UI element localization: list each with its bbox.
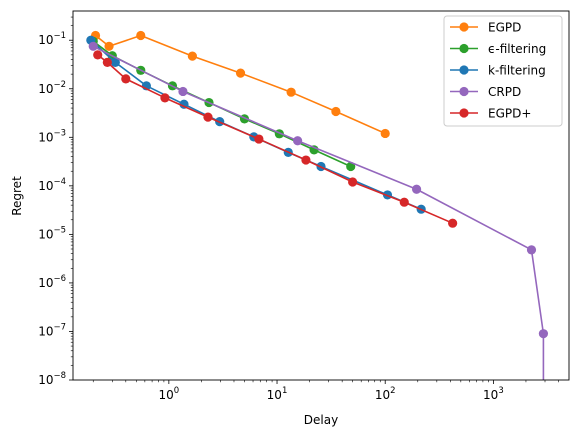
series-line-egpd	[97, 54, 453, 224]
x-tick-exponent: 2	[390, 386, 395, 396]
data-point-egpd	[331, 106, 341, 117]
y-tick-base: 10	[38, 33, 53, 47]
x-tick-base: 10	[267, 388, 282, 402]
legend-marker	[459, 108, 469, 118]
data-point-egpd	[203, 112, 213, 122]
y-tick-label: 10−1	[38, 31, 66, 47]
y-tick-base: 10	[38, 82, 53, 96]
y-tick-label: 10−3	[38, 128, 66, 144]
data-point-egpd	[102, 57, 112, 67]
data-point-egpd	[136, 30, 146, 41]
data-point-k-filtering	[110, 57, 120, 67]
y-tick-base: 10	[38, 324, 53, 338]
legend-entry: EGPD+	[450, 106, 531, 120]
x-tick-label: 101	[267, 386, 288, 402]
data-point-filtering	[346, 161, 356, 172]
y-tick-label: 10−5	[38, 225, 66, 241]
x-tick-label: 100	[159, 386, 180, 402]
data-point-egpd	[380, 128, 390, 139]
y-tick-exponent: −4	[53, 177, 66, 187]
legend: EGPD ϵ-filtering k-filtering CRPD EGPD+	[443, 15, 563, 127]
y-tick-label: 10−6	[38, 274, 66, 290]
x-tick-base: 10	[375, 388, 390, 402]
y-tick-exponent: −2	[53, 80, 66, 90]
data-point-crpd	[88, 41, 98, 51]
data-point-egpd	[121, 74, 131, 84]
legend-marker	[459, 86, 469, 97]
y-tick-base: 10	[38, 130, 53, 144]
legend-marker	[459, 43, 469, 54]
data-point-egpd	[93, 50, 103, 60]
y-tick-base: 10	[38, 373, 53, 387]
y-tick-label: 10−4	[38, 177, 66, 193]
x-tick-base: 10	[159, 388, 174, 402]
x-tick-label: 103	[483, 386, 504, 402]
y-tick-label: 10−8	[38, 371, 66, 387]
data-point-k-filtering	[179, 99, 189, 109]
data-point-egpd	[301, 155, 311, 165]
data-point-egpd	[348, 177, 358, 187]
y-tick-base: 10	[38, 276, 53, 290]
series-line-egpd	[95, 34, 386, 135]
y-tick-label: 10−2	[38, 80, 66, 96]
y-tick-exponent: −5	[53, 225, 66, 235]
data-point-crpd	[538, 329, 549, 339]
data-point-egpd	[104, 41, 114, 51]
legend-marker	[459, 65, 469, 75]
legend-entry: k-filtering	[450, 63, 546, 77]
legend-label: EGPD+	[488, 106, 531, 120]
data-point-egpd	[399, 197, 409, 207]
legend-entry: CRPD	[450, 85, 521, 99]
legend-entry: ϵ-filtering	[450, 42, 546, 56]
y-tick-exponent: −7	[53, 322, 66, 332]
x-tick-base: 10	[483, 388, 498, 402]
x-tick-exponent: 0	[174, 386, 179, 396]
data-point-crpd	[293, 136, 303, 146]
series-egpd	[90, 30, 390, 139]
legend-label: k-filtering	[488, 63, 546, 77]
x-tick-label: 102	[375, 386, 396, 402]
data-point-egpd	[187, 51, 197, 61]
plot-frame	[72, 10, 570, 381]
legend-box	[443, 15, 563, 127]
legend-marker	[459, 22, 469, 32]
data-point-egpd	[235, 68, 246, 78]
legend-label: ϵ-filtering	[488, 42, 546, 56]
data-point-egpd	[254, 134, 264, 144]
data-point-crpd	[178, 86, 188, 97]
y-tick-exponent: −3	[53, 128, 66, 138]
x-tick-exponent: 3	[498, 386, 503, 396]
y-tick-exponent: −8	[53, 371, 66, 381]
series-layer	[86, 30, 549, 380]
x-axis-label: Delay	[304, 413, 338, 427]
y-axis-label: Regret	[10, 176, 24, 216]
y-tick-base: 10	[38, 179, 53, 193]
x-tick-exponent: 1	[282, 386, 287, 396]
data-point-crpd	[411, 184, 422, 194]
tick-layer: 100 101 102 10310−810−710−610−510−410−310−2…	[38, 16, 559, 402]
series-egpd	[93, 50, 458, 228]
series-crpd	[88, 41, 549, 380]
legend-entry: EGPD	[450, 20, 521, 34]
y-tick-exponent: −6	[53, 274, 66, 284]
y-tick-label: 10−7	[38, 322, 66, 338]
y-tick-base: 10	[38, 227, 53, 241]
data-point-crpd	[526, 245, 537, 255]
legend-label: EGPD	[488, 20, 521, 34]
data-point-egpd	[286, 87, 296, 97]
legend-label: CRPD	[488, 85, 521, 99]
data-point-egpd	[160, 93, 170, 103]
y-tick-exponent: −1	[53, 31, 66, 41]
data-point-egpd	[448, 218, 458, 228]
